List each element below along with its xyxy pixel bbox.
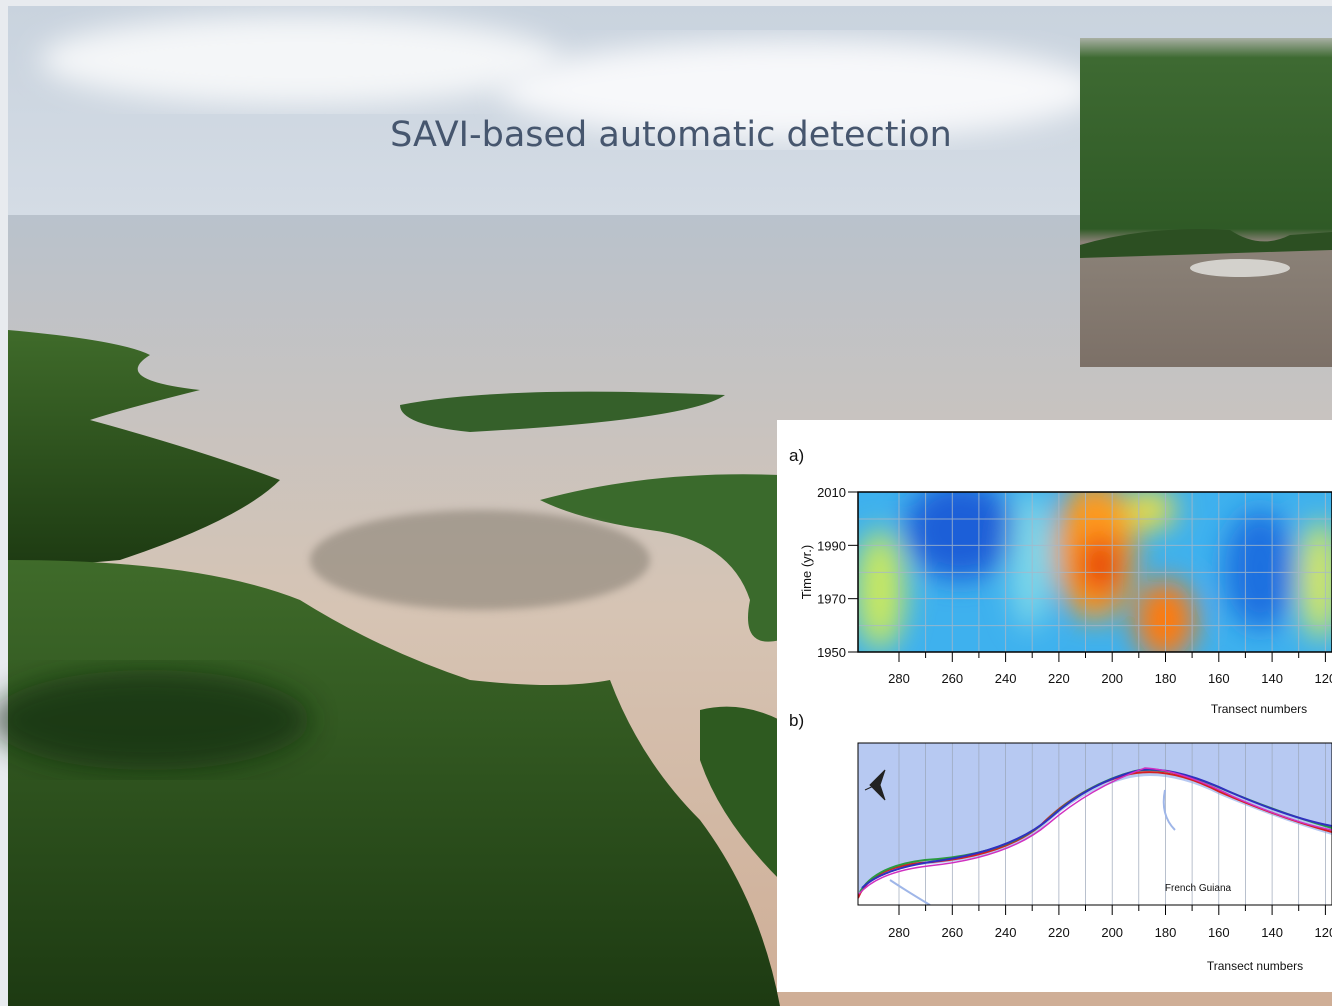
- x-axis-label: Transect numbers: [1207, 959, 1303, 973]
- x-tick-label: 140: [1261, 671, 1283, 686]
- x-tick-label: 200: [1101, 925, 1123, 940]
- x-tick-label: 180: [1155, 671, 1177, 686]
- x-tick-label: 240: [995, 925, 1017, 940]
- y-tick-label: 2010: [817, 485, 846, 500]
- y-tick-label: 1950: [817, 645, 846, 660]
- page: SAVI-based automatic detection: [0, 0, 1332, 1006]
- x-tick-label: 160: [1208, 925, 1230, 940]
- map-label: French Guiana: [1165, 883, 1232, 894]
- panel-label: a): [789, 446, 804, 465]
- y-tick-label: 1990: [817, 538, 846, 553]
- x-tick-label: 180: [1155, 925, 1177, 940]
- x-tick-label: 220: [1048, 671, 1070, 686]
- panel-label: b): [789, 711, 804, 730]
- x-tick-label: 280: [888, 671, 910, 686]
- figure: a) b) Time (yr.) Transect numbers Transe…: [777, 420, 1332, 992]
- x-tick-label: 260: [941, 671, 963, 686]
- x-tick-label: 160: [1208, 671, 1230, 686]
- slide: SAVI-based automatic detection: [0, 0, 1332, 1006]
- x-tick-label: 240: [995, 671, 1017, 686]
- x-tick-label: 200: [1101, 671, 1123, 686]
- heatmap: [855, 480, 1332, 660]
- x-tick-label: 260: [941, 925, 963, 940]
- slide-title: SAVI-based automatic detection: [390, 115, 952, 155]
- x-tick-label: 120: [1315, 671, 1332, 686]
- x-axis-label: Transect numbers: [1211, 702, 1307, 716]
- coastline-map: [858, 743, 1332, 905]
- y-tick-label: 1970: [817, 592, 846, 607]
- x-tick-label: 140: [1261, 925, 1283, 940]
- x-tick-label: 220: [1048, 925, 1070, 940]
- inset-photo: [1080, 38, 1332, 367]
- x-tick-label: 280: [888, 925, 910, 940]
- y-axis-label: Time (yr.): [799, 545, 814, 599]
- x-tick-label: 120: [1315, 925, 1332, 940]
